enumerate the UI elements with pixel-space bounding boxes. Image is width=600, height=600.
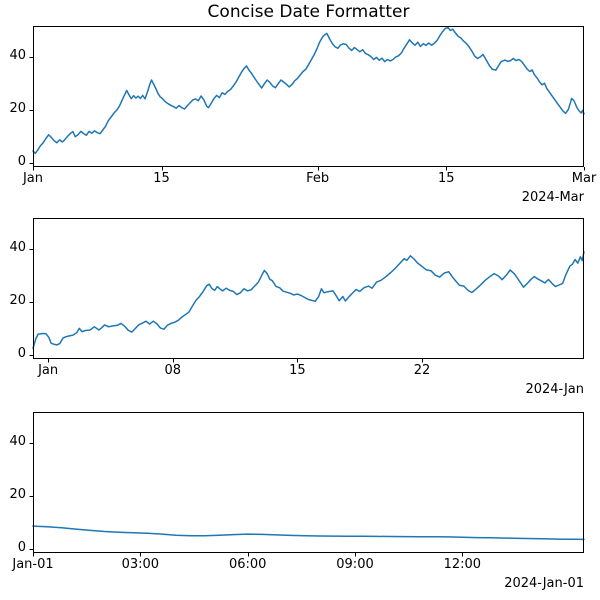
axes-frame bbox=[33, 412, 584, 553]
x-tick-label: 08 bbox=[164, 363, 182, 378]
x-tick-label: 15 bbox=[153, 171, 170, 186]
axes-one-month-view bbox=[29, 218, 585, 363]
x-tick-label: 03:00 bbox=[121, 557, 160, 572]
x-tick-label: 09:00 bbox=[336, 557, 374, 572]
y-tick-label: 20 bbox=[9, 100, 26, 116]
data-line-random-walk bbox=[32, 525, 585, 541]
x-tick-label: 12:00 bbox=[443, 557, 482, 572]
y-tick-label: 0 bbox=[17, 346, 26, 361]
y-tick-label: 20 bbox=[9, 486, 26, 502]
x-tick-label: Jan bbox=[38, 363, 59, 378]
x-tick-label: Jan-01 bbox=[12, 557, 54, 572]
y-tick-label: 40 bbox=[9, 47, 26, 63]
y-tick-label: 20 bbox=[9, 292, 26, 308]
data-line-random-walk bbox=[32, 26, 585, 155]
date-offset-label: 2024-Jan bbox=[525, 382, 584, 397]
x-tick-label: Mar bbox=[571, 171, 597, 186]
y-tick-label: 40 bbox=[9, 433, 26, 449]
axes-one-day-view bbox=[29, 412, 585, 557]
y-tick-label: 0 bbox=[17, 540, 26, 555]
chart-title: Concise Date Formatter bbox=[207, 2, 410, 22]
x-tick-label: 15 bbox=[289, 363, 306, 378]
data-line-random-walk bbox=[32, 251, 585, 350]
date-offset-label: 2024-Mar bbox=[521, 190, 584, 205]
y-tick-label: 0 bbox=[17, 154, 26, 169]
x-tick-label: 06:00 bbox=[228, 557, 267, 572]
axes-frame bbox=[33, 218, 584, 359]
x-tick-label: Jan bbox=[22, 171, 44, 186]
x-tick-label: 22 bbox=[413, 363, 431, 378]
axes-frame bbox=[33, 26, 584, 167]
y-tick-label: 40 bbox=[9, 239, 26, 255]
axes-two-month-view bbox=[29, 26, 585, 171]
x-tick-label: 15 bbox=[437, 171, 455, 186]
date-offset-label: 2024-Jan-01 bbox=[504, 576, 584, 591]
x-tick-label: Feb bbox=[306, 171, 330, 186]
